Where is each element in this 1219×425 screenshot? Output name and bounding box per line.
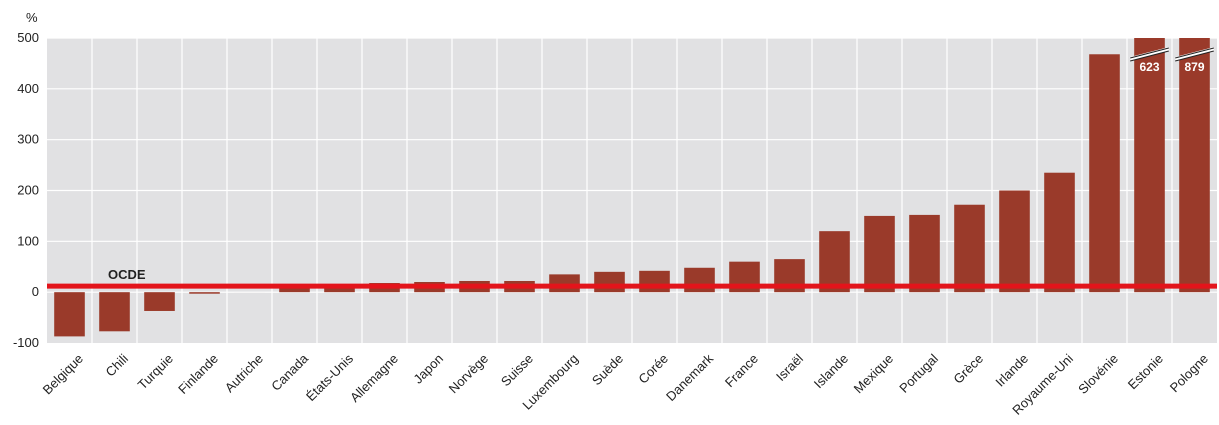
x-category-label: Autriche — [222, 351, 266, 395]
x-category-label: Irlande — [992, 351, 1031, 390]
bar — [549, 274, 580, 293]
axis-break-mark — [1174, 47, 1215, 61]
bar — [189, 292, 220, 294]
x-category-label: Danemark — [663, 351, 716, 404]
x-category-label: Suisse — [498, 351, 536, 389]
y-tick-label: 100 — [17, 233, 39, 248]
bar — [324, 286, 355, 293]
axis-break-line — [1130, 47, 1169, 59]
axis-break-mark — [1129, 47, 1170, 61]
bar — [279, 288, 310, 293]
y-tick-label: 0 — [32, 284, 39, 299]
x-category-label: Japon — [410, 351, 446, 387]
y-tick-label: 400 — [17, 81, 39, 96]
bar — [999, 190, 1030, 293]
y-tick-label: 300 — [17, 132, 39, 147]
x-category-label: Islande — [811, 351, 851, 391]
bar — [1134, 38, 1165, 293]
x-category-label: Finlande — [175, 351, 221, 397]
x-category-label: Israël — [773, 351, 806, 384]
x-category-label: Corée — [635, 351, 671, 387]
axis-break-line — [1175, 47, 1214, 59]
y-tick-label: 500 — [17, 30, 39, 45]
x-category-label: Canada — [268, 350, 311, 393]
x-category-label: Suède — [589, 351, 626, 388]
x-category-label: Grèce — [950, 351, 986, 387]
reference-line-group: OCDE — [47, 267, 1217, 289]
x-category-label: Belgique — [40, 351, 86, 397]
bar — [1044, 172, 1075, 293]
x-category-label: Pologne — [1167, 351, 1211, 395]
truncated-value-label: 879 — [1184, 60, 1204, 74]
bar — [99, 292, 130, 332]
x-category-label: Slovénie — [1075, 351, 1121, 397]
x-category-label: Portugal — [896, 351, 941, 396]
bar — [1179, 38, 1210, 293]
bar — [54, 292, 85, 337]
bar — [909, 214, 940, 293]
x-category-label: Norvège — [446, 351, 491, 396]
x-category-label: Chili — [103, 351, 132, 380]
truncated-bar-labels: 623 879 — [1129, 47, 1215, 74]
bar — [144, 292, 175, 311]
x-category-label: Turquie — [135, 351, 176, 392]
y-tick-label: -100 — [13, 335, 39, 350]
x-axis-category-labels: Belgique Chili Turquie Finlande Autriche Cana… — [40, 350, 1211, 417]
bar — [639, 270, 670, 293]
bar — [954, 204, 985, 293]
y-tick-label: 200 — [17, 183, 39, 198]
x-category-label: France — [722, 351, 761, 390]
y-axis-ticks: -100 0 100 200 300 400 500 — [13, 30, 39, 350]
bar — [1089, 54, 1120, 293]
y-axis-unit-label: % — [26, 10, 38, 25]
x-category-label: Allemagne — [347, 351, 401, 405]
x-category-label: Mexique — [851, 351, 896, 396]
axis-break-line — [1175, 50, 1214, 62]
bar — [864, 215, 895, 293]
bar — [819, 231, 850, 293]
x-category-label: Estonie — [1125, 351, 1166, 392]
bar — [594, 271, 625, 293]
axis-break-line — [1130, 50, 1169, 62]
bars — [54, 38, 1210, 337]
ocde-reference-label: OCDE — [108, 267, 146, 282]
truncated-value-label: 623 — [1139, 60, 1159, 74]
